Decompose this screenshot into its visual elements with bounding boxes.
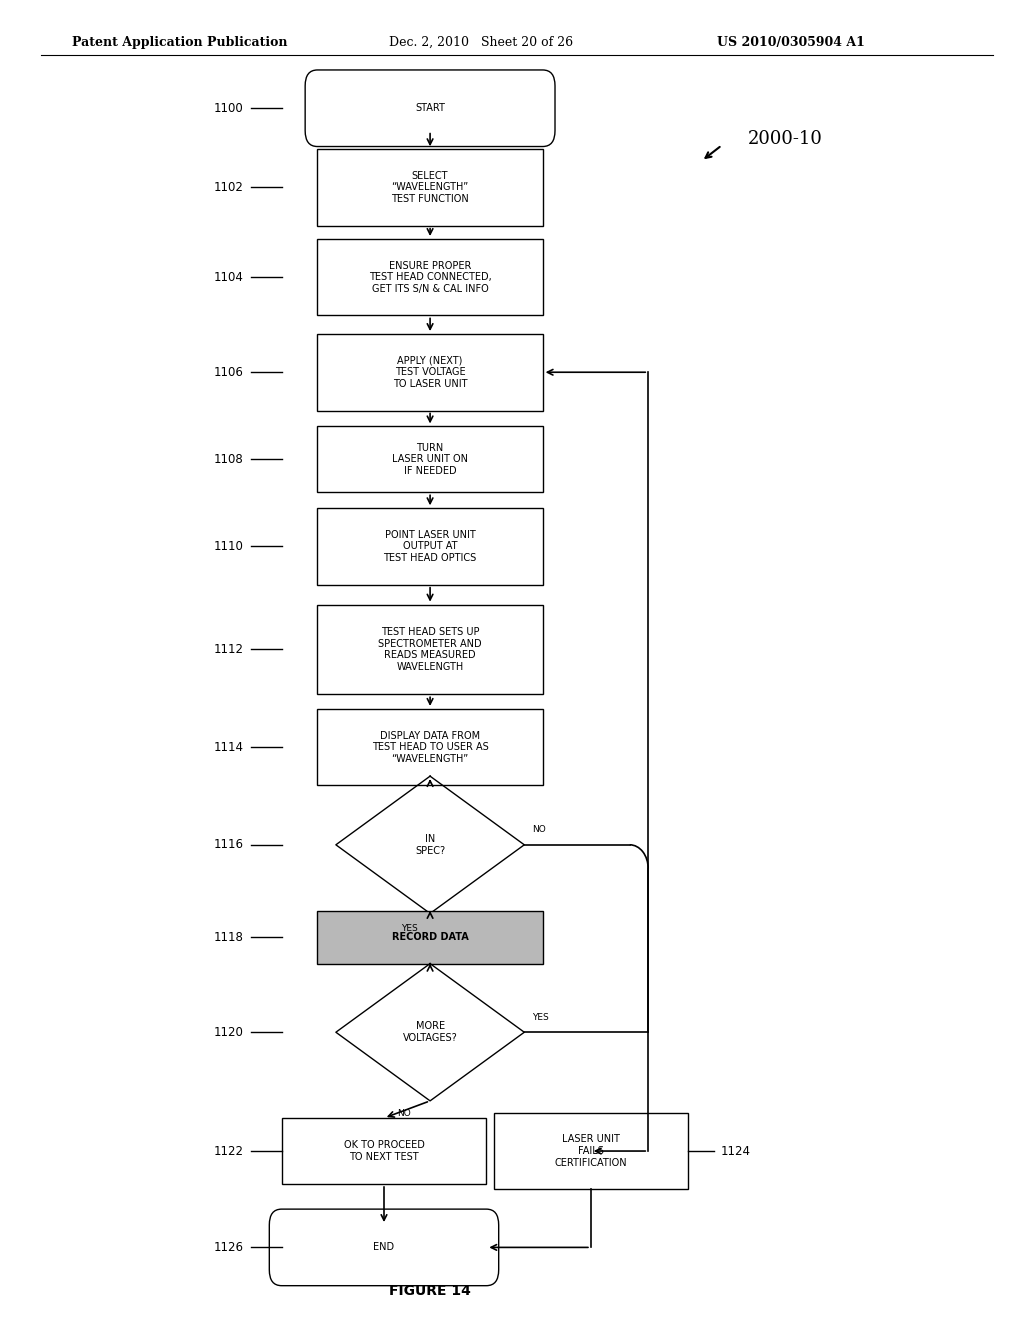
Text: YES: YES [532, 1012, 549, 1022]
FancyBboxPatch shape [269, 1209, 499, 1286]
Text: DISPLAY DATA FROM
TEST HEAD TO USER AS
“WAVELENGTH”: DISPLAY DATA FROM TEST HEAD TO USER AS “… [372, 730, 488, 764]
Text: 1120: 1120 [214, 1026, 244, 1039]
FancyBboxPatch shape [317, 334, 543, 411]
Text: 1108: 1108 [214, 453, 244, 466]
FancyBboxPatch shape [317, 508, 543, 585]
Text: LASER UNIT
FAILS
CERTIFICATION: LASER UNIT FAILS CERTIFICATION [555, 1134, 627, 1168]
FancyBboxPatch shape [317, 426, 543, 492]
Text: 1104: 1104 [214, 271, 244, 284]
Text: 1106: 1106 [214, 366, 244, 379]
FancyBboxPatch shape [305, 70, 555, 147]
Text: END: END [374, 1242, 394, 1253]
FancyBboxPatch shape [282, 1118, 486, 1184]
Text: 1114: 1114 [214, 741, 244, 754]
Text: US 2010/0305904 A1: US 2010/0305904 A1 [717, 36, 864, 49]
Text: MORE
VOLTAGES?: MORE VOLTAGES? [402, 1022, 458, 1043]
FancyBboxPatch shape [317, 709, 543, 785]
Text: 1122: 1122 [214, 1144, 244, 1158]
Text: FIGURE 14: FIGURE 14 [389, 1284, 471, 1298]
Text: TEST HEAD SETS UP
SPECTROMETER AND
READS MEASURED
WAVELENGTH: TEST HEAD SETS UP SPECTROMETER AND READS… [378, 627, 482, 672]
Text: APPLY (NEXT)
TEST VOLTAGE
TO LASER UNIT: APPLY (NEXT) TEST VOLTAGE TO LASER UNIT [393, 355, 467, 389]
Polygon shape [336, 964, 524, 1101]
Text: 1118: 1118 [214, 931, 244, 944]
Text: POINT LASER UNIT
OUTPUT AT
TEST HEAD OPTICS: POINT LASER UNIT OUTPUT AT TEST HEAD OPT… [383, 529, 477, 564]
Text: 1112: 1112 [214, 643, 244, 656]
Text: 1110: 1110 [214, 540, 244, 553]
FancyBboxPatch shape [317, 605, 543, 694]
Text: 1102: 1102 [214, 181, 244, 194]
Text: YES: YES [401, 924, 418, 933]
Polygon shape [336, 776, 524, 913]
Text: 1100: 1100 [214, 102, 244, 115]
Text: 1126: 1126 [214, 1241, 244, 1254]
Text: ENSURE PROPER
TEST HEAD CONNECTED,
GET ITS S/N & CAL INFO: ENSURE PROPER TEST HEAD CONNECTED, GET I… [369, 260, 492, 294]
Text: IN
SPEC?: IN SPEC? [415, 834, 445, 855]
FancyBboxPatch shape [317, 239, 543, 315]
Text: OK TO PROCEED
TO NEXT TEST: OK TO PROCEED TO NEXT TEST [344, 1140, 424, 1162]
Text: TURN
LASER UNIT ON
IF NEEDED: TURN LASER UNIT ON IF NEEDED [392, 442, 468, 477]
Text: 1124: 1124 [721, 1144, 751, 1158]
Text: START: START [415, 103, 445, 114]
Text: 1116: 1116 [214, 838, 244, 851]
Text: NO: NO [532, 825, 546, 834]
Text: NO: NO [397, 1109, 412, 1118]
FancyBboxPatch shape [317, 911, 543, 964]
FancyBboxPatch shape [494, 1113, 688, 1189]
Text: 2000-10: 2000-10 [748, 129, 822, 148]
Text: Patent Application Publication: Patent Application Publication [72, 36, 287, 49]
Text: Dec. 2, 2010   Sheet 20 of 26: Dec. 2, 2010 Sheet 20 of 26 [389, 36, 573, 49]
Text: RECORD DATA: RECORD DATA [392, 932, 468, 942]
FancyBboxPatch shape [317, 149, 543, 226]
Text: SELECT
“WAVELENGTH”
TEST FUNCTION: SELECT “WAVELENGTH” TEST FUNCTION [391, 170, 469, 205]
